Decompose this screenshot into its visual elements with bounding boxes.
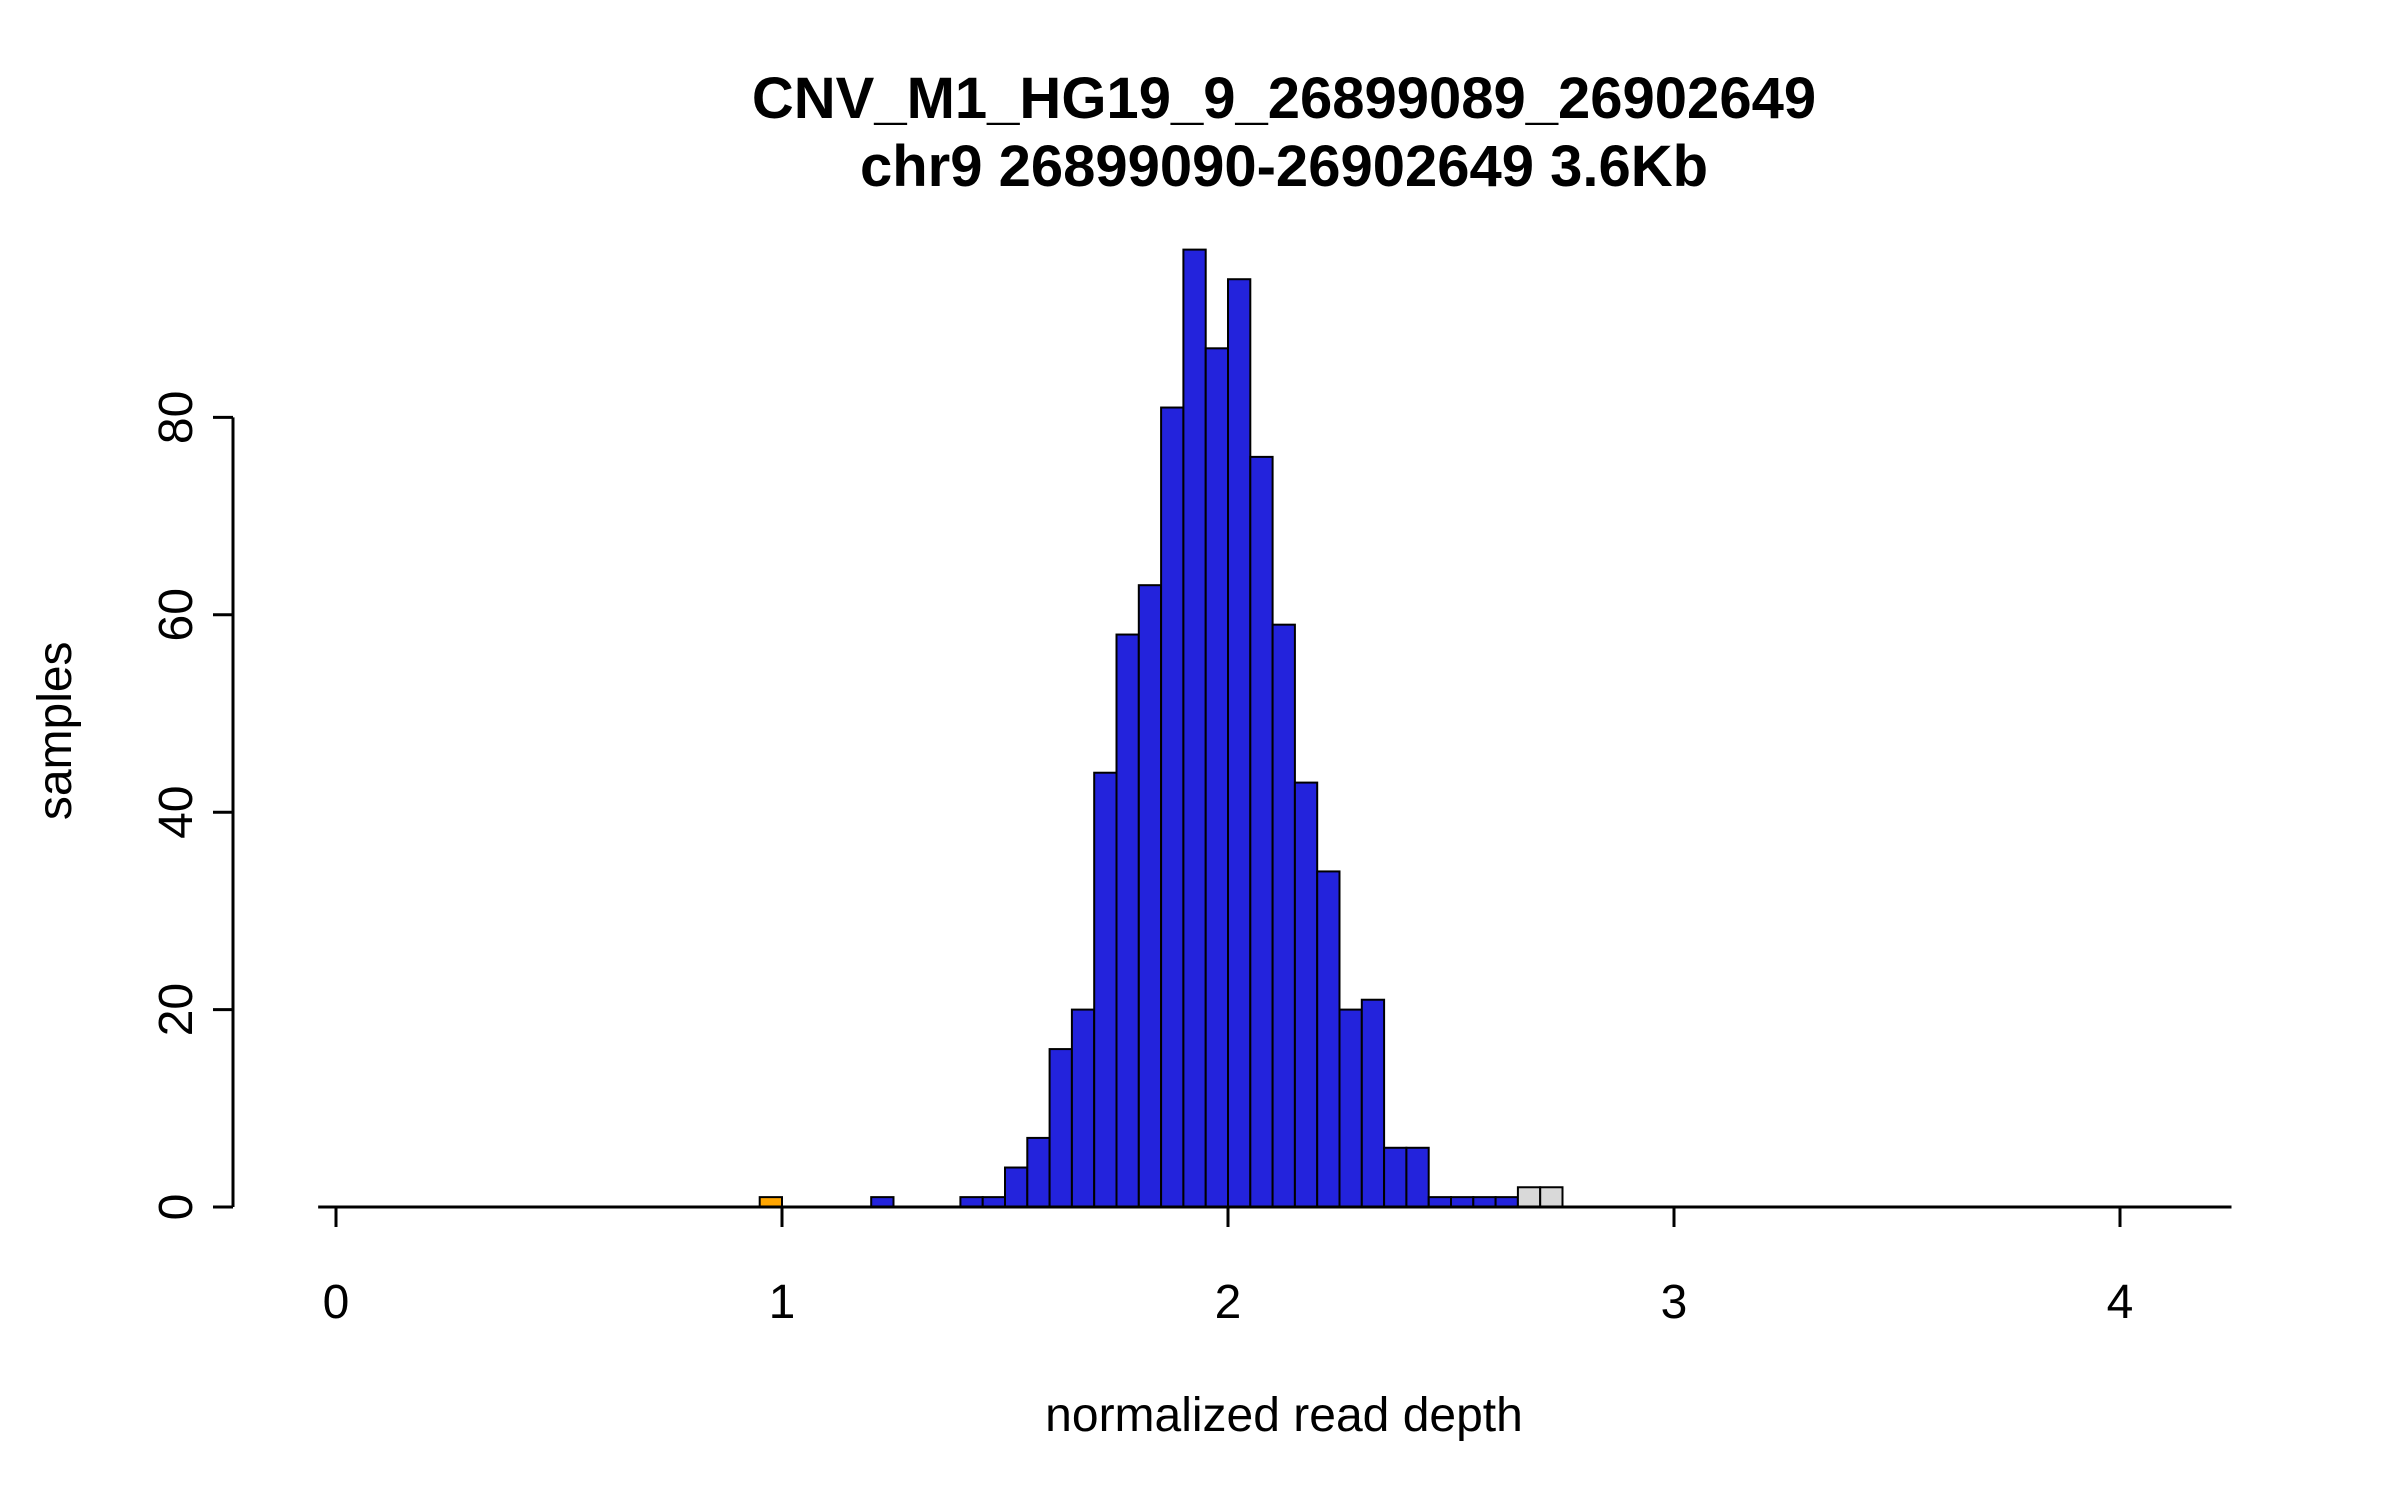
histogram-bar [1004, 1166, 1029, 1209]
histogram-bar [1338, 1008, 1363, 1208]
histogram-bar [1182, 248, 1207, 1209]
y-axis-tick-label: 80 [150, 391, 203, 444]
histogram-bar [1070, 1008, 1096, 1208]
x-axis-tick-label: 0 [323, 1276, 350, 1329]
histogram-bar [1115, 633, 1140, 1208]
histogram-bar [1249, 455, 1274, 1208]
y-axis-tick-label: 40 [150, 786, 203, 839]
histogram-bar [1137, 584, 1163, 1208]
y-axis-tick-label: 20 [150, 983, 203, 1036]
histogram-bar [1539, 1186, 1564, 1209]
x-axis-tick-label: 3 [1661, 1276, 1688, 1329]
histogram-bar [1093, 771, 1118, 1208]
x-axis-label: normalized read depth [1045, 1389, 1523, 1442]
x-axis-tick-label: 4 [2107, 1276, 2134, 1329]
x-axis-tick-label: 1 [769, 1276, 796, 1329]
histogram-bar [1383, 1146, 1408, 1209]
chart-subtitle: chr9 26899090-26902649 3.6Kb [859, 134, 1709, 199]
histogram-bar [1293, 781, 1319, 1209]
histogram-bar [1516, 1186, 1542, 1209]
histogram-bar [1026, 1136, 1051, 1209]
histogram-bar [1360, 998, 1386, 1208]
histogram-bar [1227, 278, 1252, 1209]
histogram-bar [1405, 1146, 1430, 1209]
histogram-bar [1160, 406, 1185, 1208]
chart-title: CNV_M1_HG19_9_26899089_26902649 [751, 66, 1817, 131]
y-axis-tick-label: 0 [150, 1194, 203, 1221]
y-axis-tick-label: 60 [150, 588, 203, 641]
x-axis-tick-label: 2 [1215, 1276, 1242, 1329]
histogram-bar [1204, 347, 1229, 1208]
histogram-bar [1271, 623, 1296, 1208]
histogram-bar [1316, 870, 1341, 1208]
histogram-bar [1048, 1048, 1073, 1208]
